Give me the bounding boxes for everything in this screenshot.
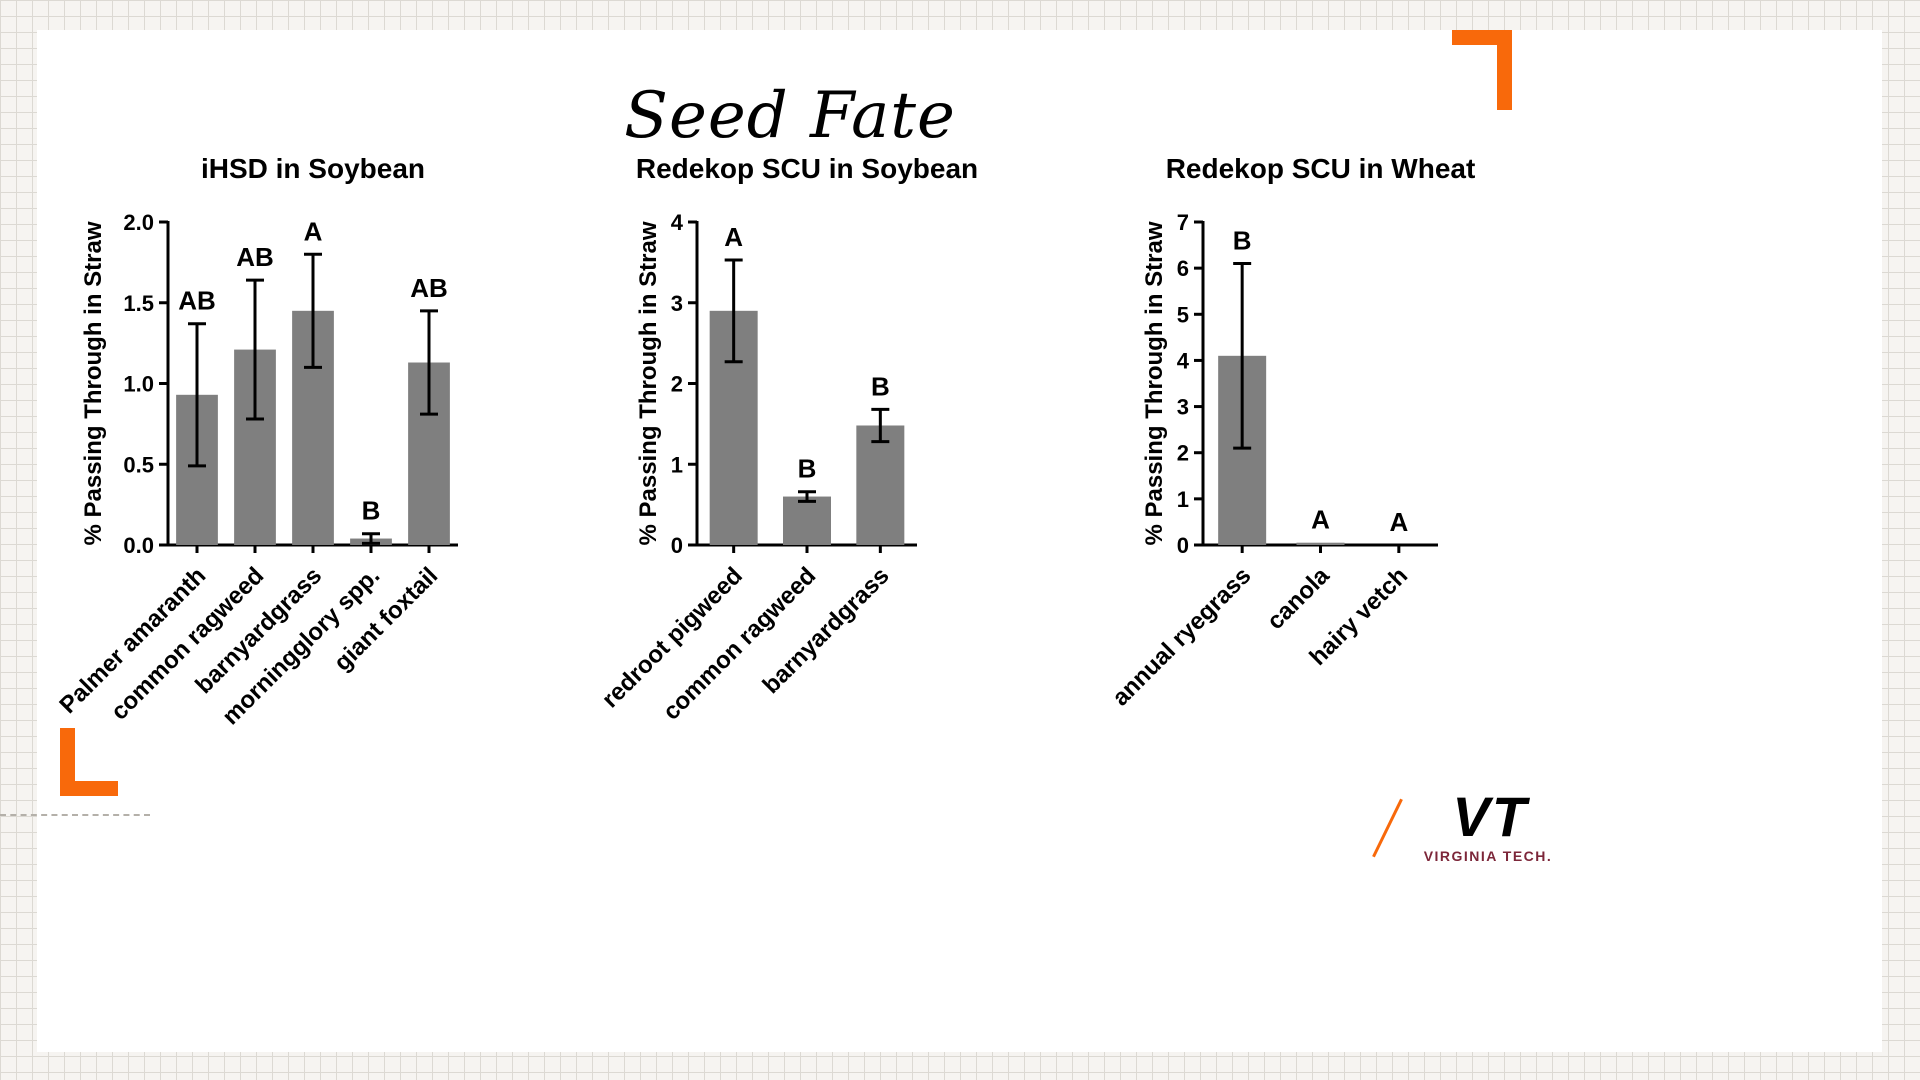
y-tick-label: 5 bbox=[1177, 302, 1189, 327]
sig-label: AB bbox=[236, 242, 274, 272]
y-tick-label: 1 bbox=[1177, 487, 1189, 512]
error-bar bbox=[304, 252, 322, 369]
y-tick-label: 4 bbox=[671, 210, 684, 235]
y-axis-label: % Passing Through in Straw bbox=[635, 221, 662, 545]
y-tick-label: 6 bbox=[1177, 256, 1189, 281]
y-tick-label: 0 bbox=[1177, 533, 1189, 558]
sig-label: A bbox=[1311, 505, 1330, 535]
bar bbox=[856, 425, 905, 545]
sig-label: B bbox=[362, 496, 381, 526]
category-label: annual ryegrass bbox=[1107, 562, 1256, 711]
y-axis-label: % Passing Through in Straw bbox=[80, 221, 107, 545]
y-tick-label: 4 bbox=[1177, 348, 1190, 373]
chart-title: Redekop SCU in Soybean bbox=[636, 153, 978, 184]
sig-label: A bbox=[304, 216, 323, 246]
chart-redekop-scu-wheat: Redekop SCU in Wheat % Passing Through in… bbox=[1088, 120, 1558, 770]
error-bar bbox=[246, 278, 264, 421]
sig-label: B bbox=[871, 371, 890, 401]
y-tick-label: 3 bbox=[671, 291, 683, 316]
chart-title: Redekop SCU in Wheat bbox=[1166, 153, 1476, 184]
chart-title: iHSD in Soybean bbox=[201, 153, 425, 184]
y-tick-label: 1.5 bbox=[123, 291, 154, 316]
corner-bracket-top-right-vertical bbox=[1497, 30, 1512, 110]
sig-label: A bbox=[724, 222, 743, 252]
y-tick-label: 2 bbox=[671, 372, 683, 397]
error-bar bbox=[798, 490, 816, 503]
virginia-tech-logo: V T VIRGINIA TECH. bbox=[1372, 786, 1568, 880]
chart-redekop-scu-soybean: Redekop SCU in Soybean % Passing Through … bbox=[582, 120, 1052, 770]
sig-label: A bbox=[1389, 507, 1408, 537]
y-tick-label: 1.0 bbox=[123, 372, 154, 397]
sig-label: AB bbox=[178, 286, 216, 316]
sig-label: AB bbox=[410, 273, 448, 303]
y-tick-label: 0 bbox=[671, 533, 683, 558]
y-tick-label: 7 bbox=[1177, 210, 1189, 235]
y-axis-label: % Passing Through in Straw bbox=[1141, 221, 1168, 545]
bar bbox=[1296, 542, 1345, 545]
error-bar bbox=[871, 407, 890, 444]
error-bar bbox=[724, 258, 743, 364]
slide-title: Seed Fate bbox=[624, 78, 956, 153]
error-bar bbox=[420, 309, 438, 416]
corner-bracket-bottom-left-horizontal bbox=[60, 781, 118, 796]
error-bar bbox=[1233, 262, 1252, 450]
y-tick-label: 1 bbox=[671, 452, 683, 477]
y-tick-label: 2.0 bbox=[123, 210, 154, 235]
y-tick-label: 0.0 bbox=[123, 533, 154, 558]
sig-label: B bbox=[798, 454, 817, 484]
dashed-divider-line bbox=[0, 814, 150, 816]
slide-background bbox=[37, 30, 1882, 1052]
vt-monogram-icon: V T bbox=[1452, 786, 1531, 848]
error-bar bbox=[188, 322, 206, 468]
category-label: canola bbox=[1262, 562, 1335, 635]
svg-text:T: T bbox=[1492, 786, 1531, 848]
error-bar bbox=[362, 532, 380, 545]
bar bbox=[783, 496, 831, 545]
sig-label: B bbox=[1233, 226, 1252, 256]
y-tick-label: 0.5 bbox=[123, 452, 154, 477]
y-tick-label: 3 bbox=[1177, 395, 1189, 420]
y-tick-label: 2 bbox=[1177, 441, 1189, 466]
category-label: barnyardgrass bbox=[758, 562, 895, 699]
chart-ihsd-soybean: iHSD in Soybean % Passing Through in Stra… bbox=[53, 120, 523, 770]
corner-bracket-bottom-left-vertical bbox=[60, 728, 75, 796]
svg-text:V: V bbox=[1452, 786, 1494, 848]
logo-wordmark: VIRGINIA TECH. bbox=[1423, 848, 1553, 864]
